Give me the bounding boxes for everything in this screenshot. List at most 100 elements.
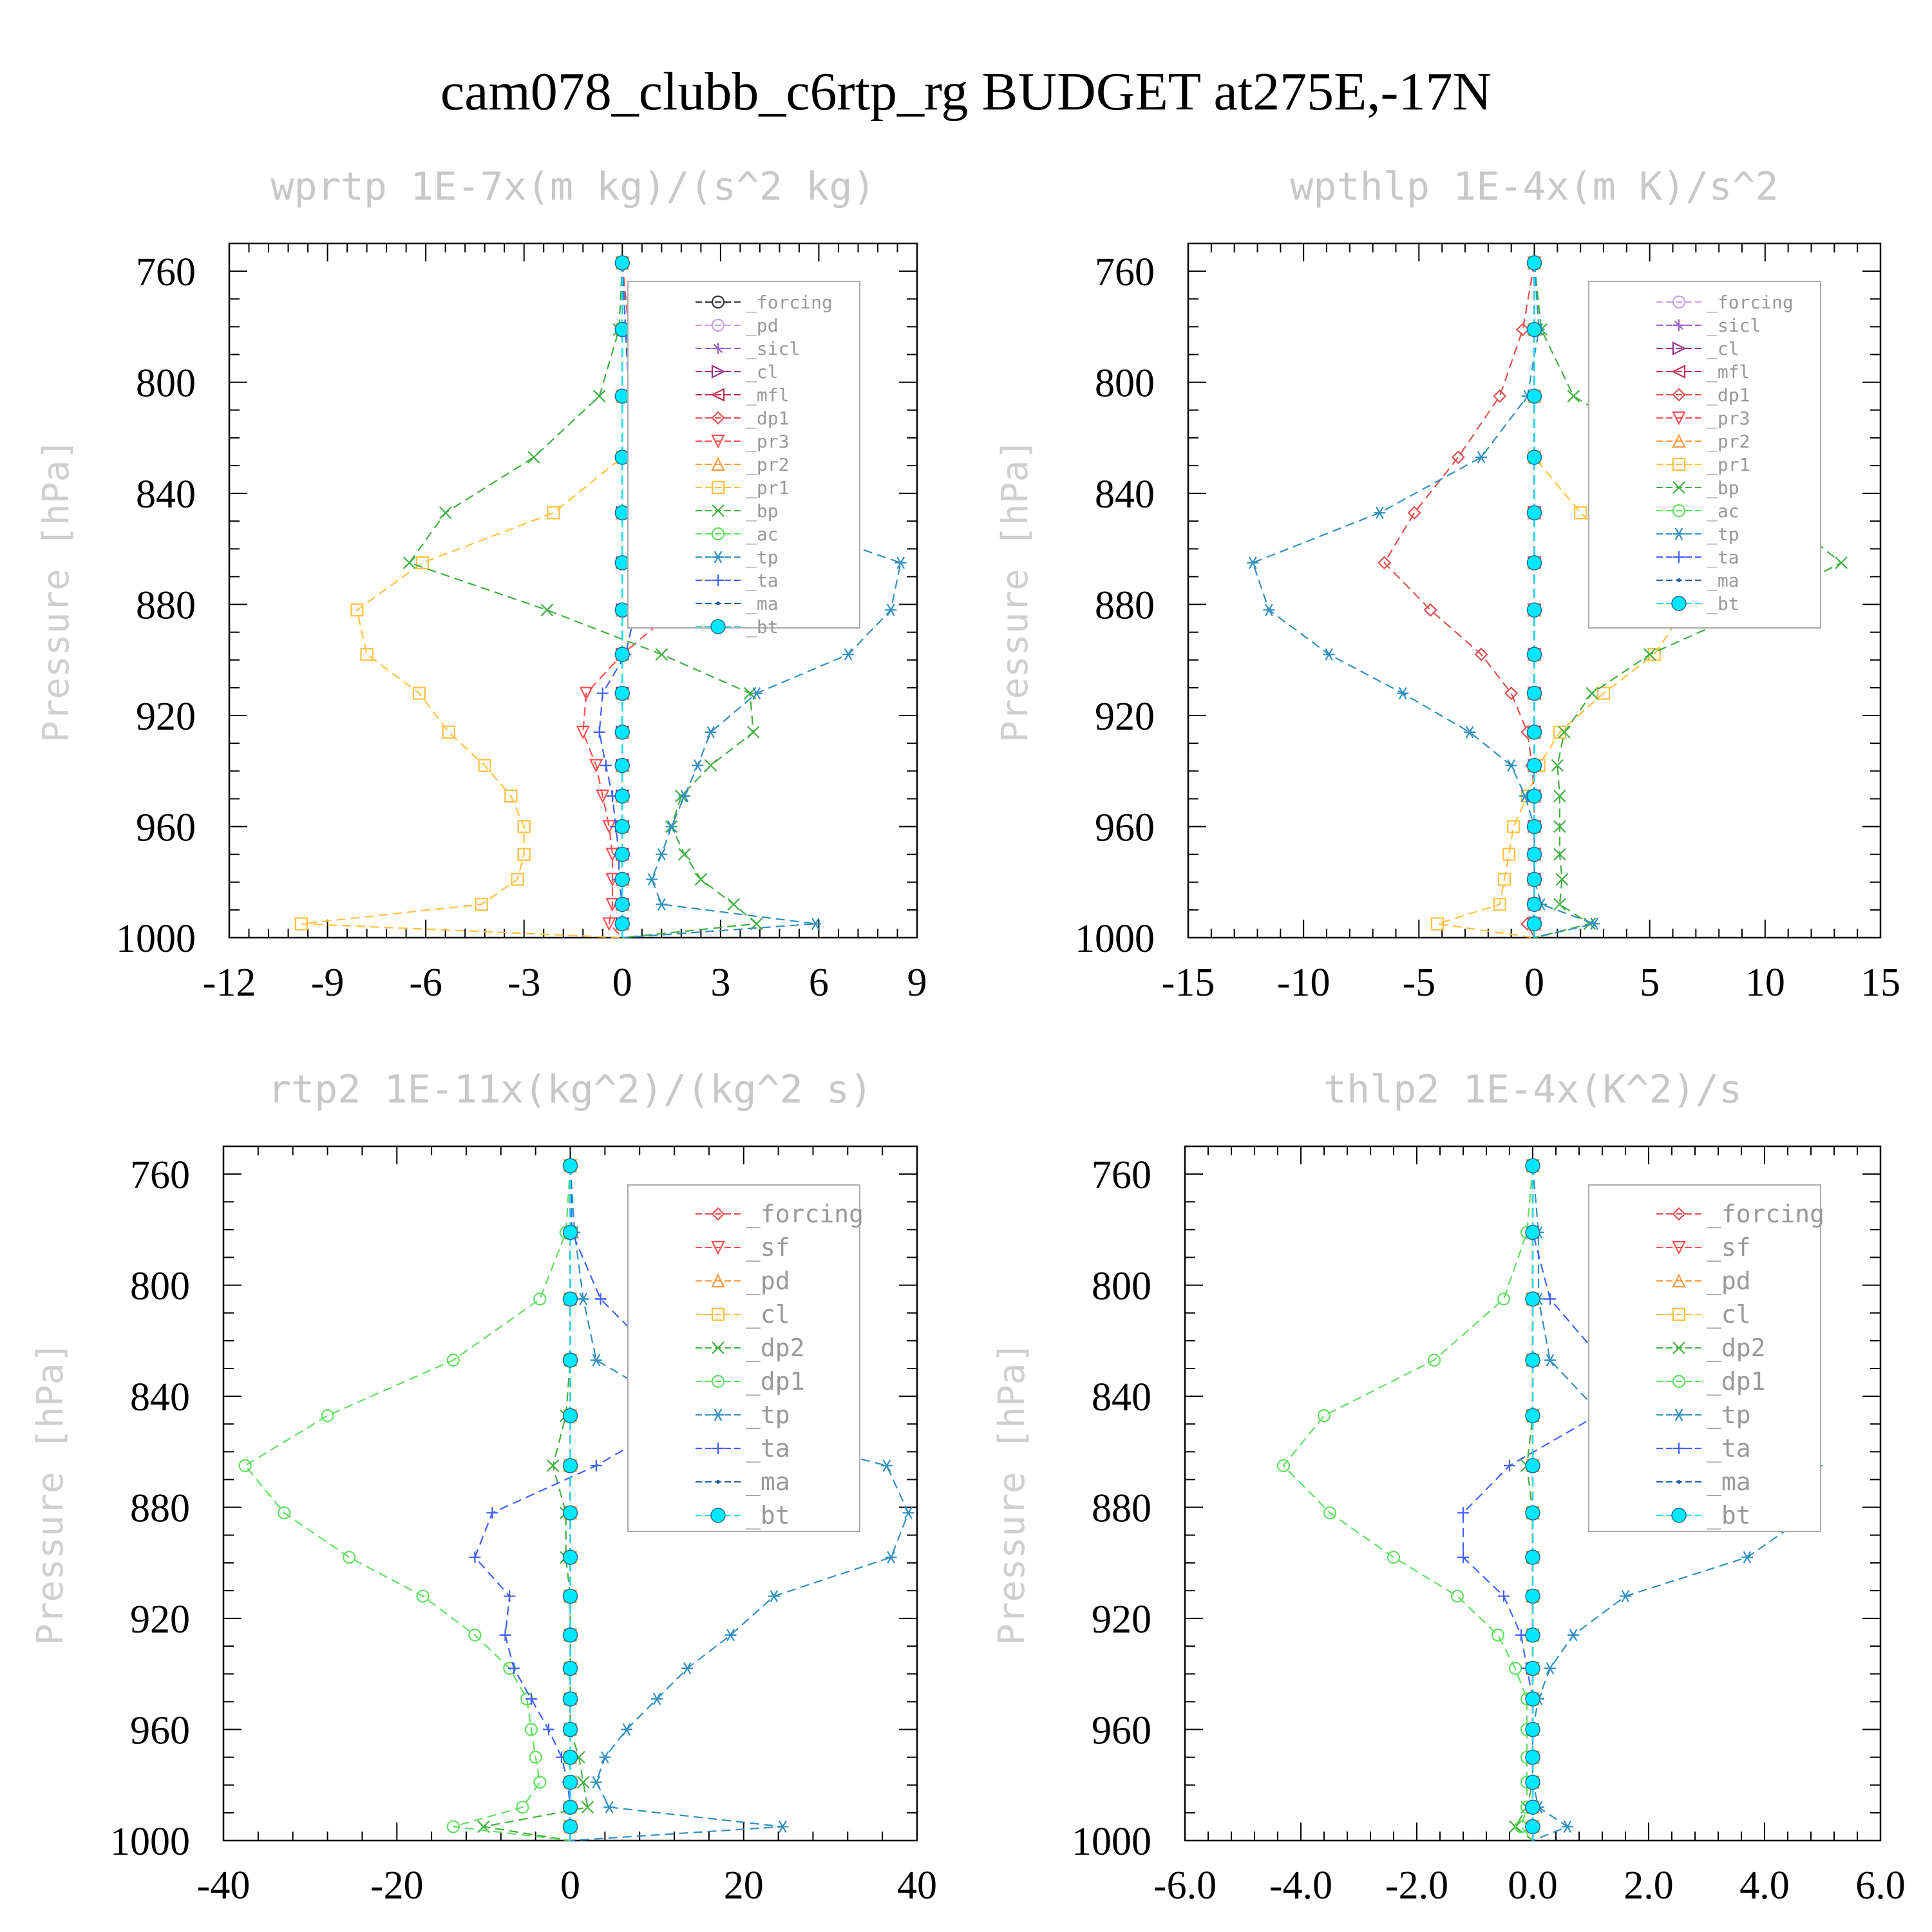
data-point <box>895 556 907 569</box>
y-tick-label: 880 <box>1092 1487 1151 1531</box>
data-point <box>1526 321 1542 337</box>
data-point <box>562 1158 578 1173</box>
data-point <box>546 1459 560 1472</box>
data-point <box>562 1749 578 1765</box>
data-point <box>1507 820 1520 833</box>
data-point <box>1451 450 1465 464</box>
legend-label: _forcing <box>746 1200 864 1229</box>
data-point <box>593 726 605 738</box>
data-point <box>1574 506 1587 520</box>
legend-label: _ac <box>1707 500 1739 522</box>
data-point <box>1263 603 1275 616</box>
data-point <box>1525 1505 1540 1520</box>
data-point <box>880 1459 893 1472</box>
data-point <box>469 1551 481 1564</box>
series-bt <box>614 255 630 938</box>
x-tick-label: -3 <box>507 961 541 1005</box>
data-point <box>1567 1629 1579 1642</box>
panels: wprtp 1E-7x(m kg)/(s^2 kg) Pressure [hPa]… <box>30 164 1906 1908</box>
legend-marker <box>712 1408 724 1421</box>
legend-marker <box>711 411 725 425</box>
data-point <box>1525 1627 1540 1643</box>
data-point <box>562 1458 578 1473</box>
data-point <box>1553 848 1566 861</box>
data-point <box>527 451 540 464</box>
data-point <box>402 556 416 569</box>
data-point <box>614 647 630 662</box>
legend-label: _pr1 <box>1707 454 1750 476</box>
data-point <box>1526 255 1542 270</box>
data-point <box>1525 1799 1540 1815</box>
legend-marker <box>712 1443 724 1454</box>
legend-label: _sf <box>1707 1233 1751 1262</box>
data-point <box>577 1293 589 1305</box>
y-tick-label: 960 <box>136 806 196 850</box>
data-point <box>1553 725 1567 739</box>
data-point <box>810 917 822 931</box>
y-tick-label: 760 <box>136 251 196 294</box>
legend-label: _forcing <box>746 292 833 314</box>
data-point <box>562 1549 578 1565</box>
legend-marker <box>711 1207 725 1221</box>
y-tick-label: 760 <box>130 1153 190 1197</box>
panel-2: wpthlp 1E-4x(m K)/s^2 Pressure [hPa] 760 80… <box>994 164 1900 1005</box>
legend-marker <box>716 601 720 605</box>
x-tick-label: -9 <box>311 961 345 1005</box>
series-line <box>1282 1166 1534 1841</box>
series-bt <box>1525 1158 1540 1841</box>
legend-marker <box>1672 481 1685 494</box>
data-point <box>562 1588 578 1604</box>
data-point <box>446 1353 460 1367</box>
legend-marker <box>710 388 725 402</box>
legend-label: _dp1 <box>1707 384 1750 406</box>
legend-marker <box>1672 1341 1685 1354</box>
legend-marker <box>1671 596 1687 611</box>
legend-marker <box>711 1307 725 1321</box>
data-point <box>1397 687 1409 700</box>
legend-label: _pr3 <box>1707 408 1750 430</box>
data-point <box>590 1354 602 1367</box>
series-line <box>243 1166 571 1842</box>
data-point <box>1526 505 1542 521</box>
panel-1: wprtp 1E-7x(m kg)/(s^2 kg) Pressure [hPa]… <box>35 164 927 1005</box>
data-point <box>1515 1629 1527 1641</box>
data-point <box>1504 1459 1515 1472</box>
data-point <box>442 725 455 739</box>
data-point <box>590 1776 602 1789</box>
legend-marker <box>1673 1443 1685 1454</box>
data-point <box>562 1291 578 1307</box>
legend-marker <box>1672 1240 1686 1255</box>
legend-marker <box>1672 295 1686 309</box>
data-point <box>278 1506 291 1520</box>
data-point <box>727 898 740 911</box>
data-point <box>1588 917 1600 931</box>
data-point <box>1491 1628 1505 1642</box>
data-point <box>1526 757 1542 773</box>
series-line <box>1533 263 1843 939</box>
data-point <box>446 1820 460 1833</box>
data-point <box>724 1629 737 1642</box>
data-point <box>1525 1458 1540 1473</box>
y-tick-label: 760 <box>1095 251 1155 294</box>
legend-label: _mfl <box>1707 361 1750 383</box>
legend-label: _dp2 <box>1707 1334 1766 1363</box>
legend <box>627 281 860 629</box>
data-point <box>525 1693 537 1705</box>
y-tick-label: 840 <box>136 473 196 516</box>
x-tick-label: 15 <box>1861 961 1900 1005</box>
y-axis-label: Pressure [hPa] <box>991 1341 1033 1645</box>
data-point <box>678 848 691 861</box>
data-point <box>1526 871 1542 887</box>
data-point <box>614 916 630 932</box>
y-tick-label: 920 <box>1095 695 1155 739</box>
data-point <box>1526 647 1542 662</box>
data-point <box>1457 1507 1469 1519</box>
data-point <box>777 1820 789 1833</box>
legend-label: _tp <box>1707 1401 1751 1430</box>
data-point <box>542 1723 554 1736</box>
x-tick-label: 0 <box>1524 961 1544 1005</box>
x-tick-label: 6.0 <box>1855 1864 1906 1908</box>
legend-label: _cl <box>1707 338 1739 360</box>
data-point <box>439 506 452 520</box>
data-point <box>562 1691 578 1707</box>
